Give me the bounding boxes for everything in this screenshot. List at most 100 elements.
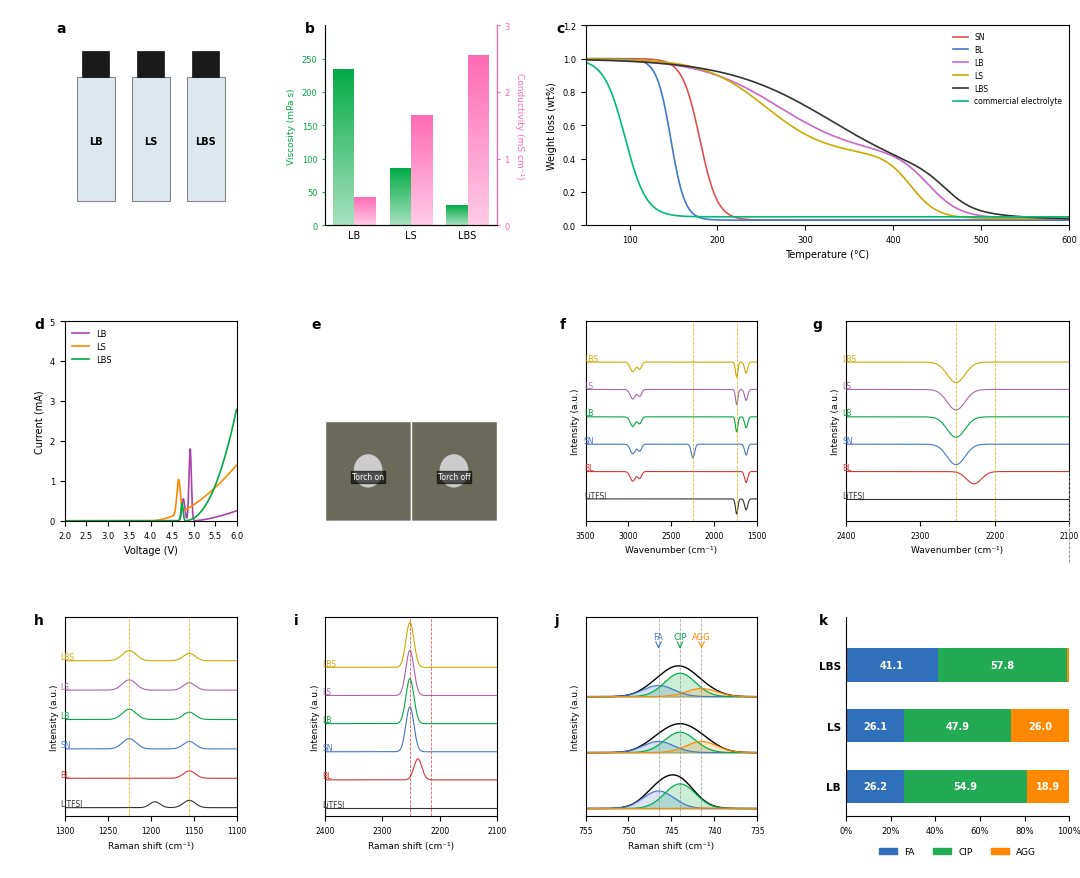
Bar — [411, 522, 497, 621]
Bar — [468, 144, 489, 147]
Bar — [333, 134, 354, 137]
Bar — [411, 219, 433, 220]
Bar — [390, 187, 411, 188]
Bar — [333, 158, 354, 161]
Text: 26.0: 26.0 — [1028, 721, 1052, 730]
X-axis label: Raman shift (cm⁻¹): Raman shift (cm⁻¹) — [368, 841, 454, 850]
LB — [946, 201, 959, 212]
commercial electrolyte — [1007, 212, 1020, 223]
Bar — [333, 218, 354, 220]
Text: e: e — [311, 318, 321, 332]
Bar — [333, 83, 354, 85]
Bar — [411, 421, 497, 522]
Bar — [390, 223, 411, 224]
Bar — [411, 127, 433, 129]
Bar — [333, 184, 354, 187]
Bar — [411, 213, 433, 215]
Text: g: g — [812, 318, 822, 332]
Bar — [468, 198, 489, 200]
X-axis label: Voltage (V): Voltage (V) — [124, 545, 177, 556]
Text: k: k — [819, 613, 828, 627]
Text: 41.1: 41.1 — [880, 660, 904, 671]
LS — [1063, 214, 1076, 225]
Bar — [411, 148, 433, 149]
LS — [192, 496, 205, 507]
Bar — [390, 172, 411, 174]
LS — [946, 211, 959, 221]
Text: LiTFSI: LiTFSI — [322, 800, 345, 809]
Bar — [411, 131, 433, 133]
LS — [873, 154, 886, 164]
Bar — [390, 201, 411, 202]
LBS — [946, 191, 959, 201]
Bar — [468, 163, 489, 167]
LB — [76, 516, 89, 527]
Text: LS: LS — [60, 682, 69, 691]
Bar — [333, 101, 354, 104]
Bar — [468, 84, 489, 88]
commercial electrolyte — [873, 212, 886, 223]
Y-axis label: Current (mA): Current (mA) — [35, 390, 44, 453]
Bar — [333, 132, 354, 134]
SN — [996, 216, 1009, 227]
Bar — [390, 215, 411, 216]
Bar — [333, 122, 354, 125]
BL — [579, 54, 592, 65]
BL — [923, 216, 936, 227]
Bar — [333, 129, 354, 132]
Bar — [333, 109, 354, 112]
Bar — [411, 162, 433, 163]
Text: 26.2: 26.2 — [863, 781, 887, 791]
Line: LS: LS — [585, 60, 1069, 220]
Bar — [333, 127, 354, 129]
Bar — [390, 179, 411, 180]
Bar — [390, 189, 411, 190]
commercial electrolyte — [579, 58, 592, 68]
Bar — [411, 176, 433, 178]
Bar — [468, 158, 489, 161]
Bar — [468, 90, 489, 93]
Bar — [468, 70, 489, 73]
Bar — [137, 53, 164, 78]
Bar — [333, 90, 354, 93]
LB — [230, 506, 243, 516]
Bar — [333, 140, 354, 142]
Bar — [333, 106, 354, 109]
Text: BL: BL — [584, 464, 593, 472]
commercial electrolyte — [946, 212, 959, 223]
Bar — [468, 161, 489, 163]
LB — [887, 152, 900, 162]
Bar — [333, 203, 354, 205]
LBS — [873, 143, 886, 154]
Bar — [411, 190, 433, 191]
Bar — [468, 135, 489, 138]
Bar — [411, 215, 433, 217]
Bar — [411, 118, 433, 119]
X-axis label: Wavenumber (cm⁻¹): Wavenumber (cm⁻¹) — [625, 545, 717, 554]
Bar — [390, 188, 411, 189]
Bar — [390, 225, 411, 226]
Text: Torch off: Torch off — [437, 473, 470, 482]
SN — [887, 216, 900, 227]
Bar — [333, 220, 354, 223]
Text: LiTFSI: LiTFSI — [584, 491, 606, 500]
Bar — [468, 119, 489, 121]
Legend: LB, LS, LBS: LB, LS, LBS — [69, 326, 114, 368]
Bar — [411, 185, 433, 188]
Text: c: c — [556, 22, 565, 36]
LB — [609, 56, 622, 67]
LB — [579, 55, 592, 66]
LBS — [579, 55, 592, 66]
LB — [996, 213, 1009, 224]
Bar — [411, 119, 433, 122]
Line: LBS: LBS — [65, 410, 237, 522]
Bar — [390, 202, 411, 203]
Bar — [77, 78, 114, 202]
Y-axis label: Conductivity (mS cm⁻¹): Conductivity (mS cm⁻¹) — [515, 73, 524, 179]
Text: BL: BL — [322, 772, 332, 781]
commercial electrolyte — [887, 212, 900, 223]
Bar — [411, 144, 433, 146]
LBS — [996, 211, 1009, 221]
SN — [579, 54, 592, 65]
Bar — [411, 210, 433, 212]
